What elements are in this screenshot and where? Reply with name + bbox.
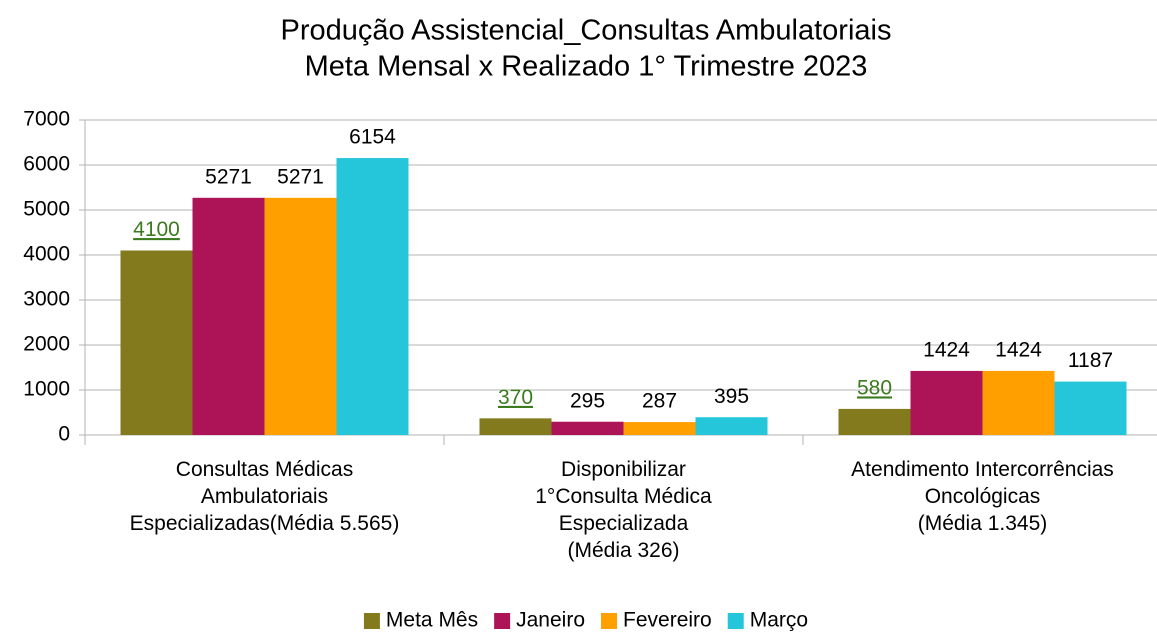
legend-swatch <box>494 613 511 629</box>
bar <box>838 408 911 435</box>
y-tick-label: 6000 <box>23 153 70 176</box>
bar <box>695 417 768 435</box>
bar <box>623 422 696 435</box>
data-label: 395 <box>714 385 749 408</box>
legend-label: Meta Mês <box>386 609 478 632</box>
legend: Meta Mês Janeiro Fevereiro Março <box>363 609 808 632</box>
bar <box>1054 381 1127 435</box>
x-tick-label: Disponibilizar 1°Consulta Médica Especiali… <box>535 458 712 562</box>
data-label: 295 <box>570 389 605 412</box>
x-tick-label-line: Atendimento Intercorrências <box>851 458 1114 481</box>
data-label: 4100 <box>133 218 180 241</box>
data-label: 580 <box>857 376 892 399</box>
bar <box>479 418 552 435</box>
y-tick-label: 5000 <box>23 198 70 221</box>
x-tick-label-line: Especializada <box>559 512 689 535</box>
legend-swatch <box>601 613 618 629</box>
legend-label: Janeiro <box>516 609 585 632</box>
legend-label: Fevereiro <box>623 609 712 632</box>
bar <box>264 197 337 435</box>
data-label: 1187 <box>1068 349 1113 372</box>
y-tick-label: 7000 <box>23 108 70 131</box>
bar <box>551 421 624 435</box>
data-label: 287 <box>642 390 677 413</box>
legend-swatch <box>363 613 380 629</box>
x-tick-label-line: Oncológicas <box>925 485 1041 508</box>
data-label: 370 <box>498 386 533 409</box>
data-label: 5271 <box>205 165 252 188</box>
x-tick-label-line: 1°Consulta Médica <box>535 485 712 508</box>
y-tick-label: 4000 <box>23 243 70 266</box>
x-tick-label-line: Especializadas(Média 5.565) <box>130 512 400 535</box>
legend-label: Março <box>750 609 808 632</box>
data-label: 1424 <box>995 338 1042 361</box>
bar <box>336 158 409 435</box>
x-tick-label-line: Ambulatoriais <box>201 485 328 508</box>
bar <box>120 250 193 435</box>
x-tick-label: Consultas Médicas Ambulatoriais Especializ… <box>130 458 400 535</box>
y-tick-label: 2000 <box>23 333 70 356</box>
y-tick-label: 0 <box>58 423 70 446</box>
data-label: 1424 <box>923 338 970 361</box>
y-tick-label: 3000 <box>23 288 70 311</box>
bar <box>910 370 983 435</box>
data-label: 6154 <box>349 126 396 149</box>
x-tick-label-line: (Média 1.345) <box>918 512 1048 535</box>
x-tick-label-line: Disponibilizar <box>561 458 686 481</box>
x-tick-label-line: (Média 326) <box>567 539 679 562</box>
x-tick-label: Atendimento Intercorrências Oncológicas (M… <box>851 458 1114 535</box>
bar <box>982 370 1055 435</box>
legend-swatch <box>727 613 744 629</box>
chart-title: Produção Assistencial_Consultas Ambulato… <box>281 15 892 47</box>
data-label: 5271 <box>277 165 324 188</box>
x-tick-label-line: Consultas Médicas <box>176 458 353 481</box>
chart-subtitle: Meta Mensal x Realizado 1° Trimestre 202… <box>305 51 868 83</box>
y-tick-label: 1000 <box>23 378 70 401</box>
bar <box>192 197 265 435</box>
